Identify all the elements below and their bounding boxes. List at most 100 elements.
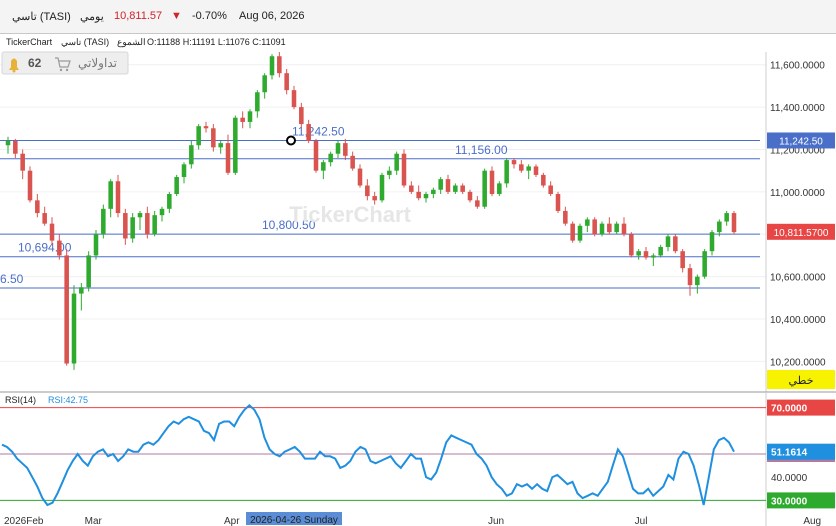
candle-body <box>438 179 443 190</box>
quote-date: Aug 06, 2026 <box>239 10 305 22</box>
info-ohlc: O:11188 H:11191 L:11076 C:11091 <box>147 37 286 47</box>
x-tick-label: Aug <box>803 516 821 526</box>
candle-body <box>563 210 568 224</box>
period-label[interactable]: يومي <box>80 11 104 23</box>
x-tick-label: Mar <box>85 516 103 526</box>
rsi-series-line <box>1 403 735 507</box>
candle-body <box>717 221 722 233</box>
candle-body <box>585 219 590 226</box>
candle-body <box>240 117 245 122</box>
candle-body <box>130 217 135 239</box>
candle-body <box>731 213 737 233</box>
candle-body <box>262 75 267 93</box>
horizontal-line-label: 10,694.00 <box>18 241 72 255</box>
candle-body <box>431 189 436 194</box>
candle-body <box>401 153 407 186</box>
candle-body <box>702 251 707 277</box>
candle-body <box>49 223 55 241</box>
info-brand: TickerChart <box>6 37 53 47</box>
candle-body <box>357 168 363 186</box>
change-arrow-icon: ▼ <box>171 10 182 22</box>
candle-body <box>453 185 458 192</box>
y-tick-label: 11,000.0000 <box>770 188 825 199</box>
change-percent: -0.70% <box>192 10 227 22</box>
candle-body <box>27 170 33 201</box>
candle-body <box>350 155 355 169</box>
candle-body <box>533 166 539 175</box>
candle-body <box>79 287 84 294</box>
line-type-label: خطي <box>789 375 814 387</box>
candle-body <box>475 200 480 207</box>
x-tick-label: Apr <box>224 516 240 526</box>
rsi-level-tag <box>767 492 835 509</box>
candle-body <box>607 223 612 233</box>
alerts-label: تداولاتي <box>78 56 117 70</box>
candle-body <box>511 160 517 165</box>
rsi-current-label: RSI:42.75 <box>48 395 88 405</box>
y-tick-label: 11,400.0000 <box>770 103 825 114</box>
horizontal-line-label: 11,242.50 <box>292 124 345 138</box>
candle-body <box>101 208 106 235</box>
candle-body <box>20 153 25 171</box>
candle-body <box>651 255 656 258</box>
candle-body <box>233 117 238 173</box>
candle-body <box>724 213 729 222</box>
candle-body <box>321 162 326 171</box>
y-tick-label: 11,200.0000 <box>770 145 825 156</box>
candles <box>5 52 737 370</box>
candle-body <box>409 185 414 192</box>
symbol-label[interactable]: تاسي (TASI) <box>12 11 71 23</box>
time-axis: 2026Feb Mar Apr 2026-04-26 Sunday Jun Jul Aug <box>4 512 821 526</box>
anchor-point <box>286 135 296 146</box>
rsi-level-label: 70.0000 <box>771 404 808 415</box>
y-tick-label: 11,600.0000 <box>770 61 825 72</box>
crosshair-date-box <box>246 512 342 525</box>
candle-body <box>203 126 209 129</box>
x-tick-label: Jul <box>635 516 648 526</box>
candle-body <box>629 234 634 256</box>
price-tag <box>767 132 835 149</box>
chart-canvas[interactable]: 11,242.50 11,156.00 10,800.50 10,694.00 6.50… <box>0 34 836 526</box>
candle-body <box>5 141 11 146</box>
y-tick-label: 10,400.0000 <box>770 315 826 326</box>
candle-body <box>137 213 143 218</box>
candle-body <box>299 107 304 125</box>
rsi-line <box>1 403 735 507</box>
rsi-last-label: 51.1614 <box>771 448 808 459</box>
candle-body <box>64 255 69 364</box>
candle-body <box>387 170 392 175</box>
x-tick-label: 2026Feb <box>4 516 44 526</box>
candle-body <box>673 236 678 252</box>
candle-body <box>93 234 99 256</box>
y-tick-label: 10,600.0000 <box>770 273 826 284</box>
alerts-count: 62 <box>28 56 42 70</box>
candle-body <box>343 143 348 156</box>
candle-body <box>71 293 77 364</box>
horizontal-line-label: 6.50 <box>0 272 24 286</box>
candle-body <box>555 193 561 211</box>
candle-body <box>335 143 341 154</box>
y-tick-label: 10,200.0000 <box>770 357 826 368</box>
horizontal-line-label: 11,156.00 <box>455 143 508 157</box>
candle-body <box>489 170 495 194</box>
line-anchor-marker <box>286 135 296 146</box>
candle-body <box>467 191 473 201</box>
candle-body <box>167 193 172 209</box>
candle-body <box>269 56 275 76</box>
candle-body <box>328 153 333 163</box>
candle-body <box>145 213 150 235</box>
candle-body <box>658 246 663 256</box>
alerts-badge[interactable]: 62 تداولاتي <box>1 51 129 75</box>
rsi-y-tick-label: 40.0000 <box>771 473 808 484</box>
bell-icon <box>9 58 19 73</box>
line-type-button[interactable]: خطي <box>767 370 835 389</box>
candle-body <box>86 255 91 288</box>
candle-body <box>577 225 583 241</box>
candle-body <box>636 251 641 256</box>
candle-body <box>394 153 399 171</box>
candle-body <box>159 208 165 216</box>
candle-body <box>115 181 121 214</box>
rsi-level-label: 30.0000 <box>771 496 808 507</box>
candle-body <box>482 170 487 207</box>
